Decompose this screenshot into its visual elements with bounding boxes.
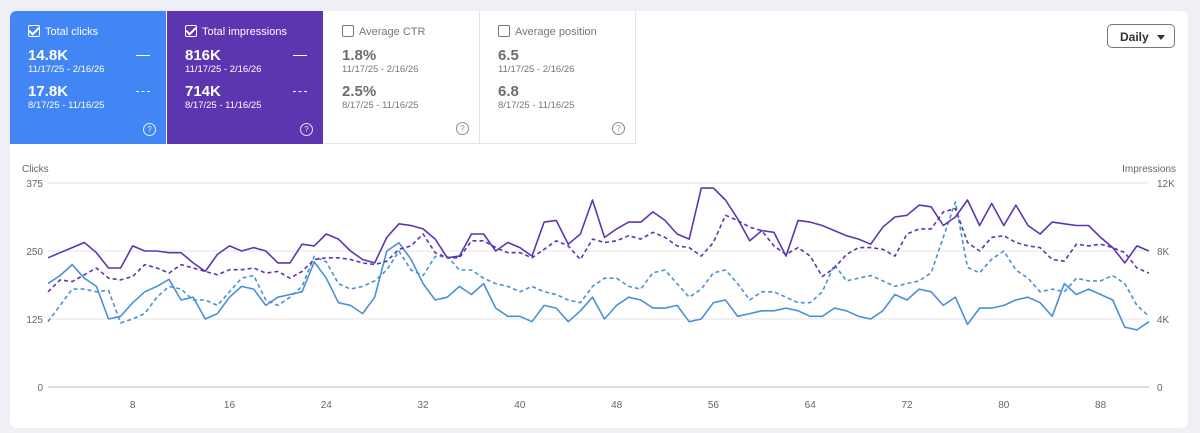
previous-range: 8/17/25 - 11/16/25 xyxy=(28,100,105,111)
card-title-text: Total clicks xyxy=(45,26,99,38)
x-tick-label: 80 xyxy=(998,400,1010,411)
y-tick-label-right: 8K xyxy=(1157,247,1170,258)
average-ctr-card[interactable]: Average CTR 1.8% 11/17/25 - 2/16/26 2.5%… xyxy=(324,11,480,144)
y-tick-label-left: 375 xyxy=(26,179,43,190)
card-title: Average position xyxy=(498,25,621,38)
previous-range: 8/17/25 - 11/16/25 xyxy=(498,100,575,111)
current-range: 11/17/25 - 2/16/26 xyxy=(342,64,419,75)
previous-range: 8/17/25 - 11/16/25 xyxy=(342,100,419,111)
previous-value: 17.8K xyxy=(28,83,69,100)
card-title: Total clicks xyxy=(28,25,152,38)
clicks-dashed-series-line xyxy=(47,201,1150,324)
previous-value: 714K xyxy=(185,83,221,100)
total-impressions-card[interactable]: Total impressions 816K 11/17/25 - 2/16/2… xyxy=(167,11,323,144)
card-title-text: Total impressions xyxy=(202,26,287,38)
x-tick-label: 56 xyxy=(708,400,720,411)
previous-range: 8/17/25 - 11/16/25 xyxy=(185,100,262,111)
y-tick-label-left: 125 xyxy=(26,315,43,326)
impressions-dashed-series-line xyxy=(47,207,1150,293)
y-tick-label-right: 12K xyxy=(1157,179,1175,190)
y-tick-label-right: 4K xyxy=(1157,315,1170,326)
current-value: 816K xyxy=(185,47,221,64)
x-tick-label: 32 xyxy=(418,400,430,411)
help-icon[interactable]: ? xyxy=(612,122,625,135)
average-position-card[interactable]: Average position 6.5 11/17/25 - 2/16/26 … xyxy=(480,11,636,144)
y-tick-label-left: 250 xyxy=(26,247,43,258)
card-title-text: Average position xyxy=(515,26,597,38)
current-value: 14.8K xyxy=(28,47,69,64)
current-range: 11/17/25 - 2/16/26 xyxy=(185,64,262,75)
previous-value: 2.5% xyxy=(342,83,377,100)
x-tick-label: 8 xyxy=(130,400,136,411)
y-axis-title-left: Clicks xyxy=(22,164,49,175)
dashed-line-legend-icon xyxy=(293,91,307,92)
card-title: Total impressions xyxy=(185,25,309,38)
x-tick-label: 16 xyxy=(224,400,236,411)
checkbox-unchecked-icon[interactable] xyxy=(342,25,354,37)
card-title: Average CTR xyxy=(342,25,465,38)
checkbox-unchecked-icon[interactable] xyxy=(498,25,510,37)
current-value: 6.5 xyxy=(498,47,519,64)
card-title-text: Average CTR xyxy=(359,26,426,38)
performance-chart: 0 0 125 4K 250 8K 375 12K Clicks Impressions 8 16 24… xyxy=(22,164,1176,411)
x-tick-label: 48 xyxy=(611,400,623,411)
impressions-solid-series-line xyxy=(47,187,1150,273)
clicks-solid-series-line xyxy=(47,242,1150,331)
checkbox-checked-icon[interactable] xyxy=(28,25,40,37)
y-tick-label-left: 0 xyxy=(37,383,43,394)
x-tick-label: 24 xyxy=(321,400,333,411)
granularity-label: Daily xyxy=(1120,30,1149,44)
x-tick-label: 40 xyxy=(514,400,526,411)
x-tick-label: 88 xyxy=(1095,400,1107,411)
caret-down-icon xyxy=(1157,35,1165,40)
current-range: 11/17/25 - 2/16/26 xyxy=(28,64,105,75)
current-value: 1.8% xyxy=(342,47,377,64)
y-tick-label-right: 0 xyxy=(1157,383,1163,394)
solid-line-legend-icon xyxy=(293,55,307,56)
total-clicks-card[interactable]: Total clicks 14.8K 11/17/25 - 2/16/26 17… xyxy=(10,11,166,144)
help-icon[interactable]: ? xyxy=(300,123,313,136)
x-tick-label: 72 xyxy=(901,400,913,411)
solid-line-legend-icon xyxy=(136,55,150,56)
help-icon[interactable]: ? xyxy=(456,122,469,135)
granularity-dropdown[interactable]: Daily xyxy=(1107,24,1175,48)
x-tick-label: 64 xyxy=(805,400,817,411)
current-range: 11/17/25 - 2/16/26 xyxy=(498,64,575,75)
checkbox-checked-icon[interactable] xyxy=(185,25,197,37)
performance-panel: Total clicks 14.8K 11/17/25 - 2/16/26 17… xyxy=(10,11,1188,428)
help-icon[interactable]: ? xyxy=(143,123,156,136)
dashed-line-legend-icon xyxy=(136,91,150,92)
y-axis-title-right: Impressions xyxy=(1122,164,1176,175)
previous-value: 6.8 xyxy=(498,83,519,100)
